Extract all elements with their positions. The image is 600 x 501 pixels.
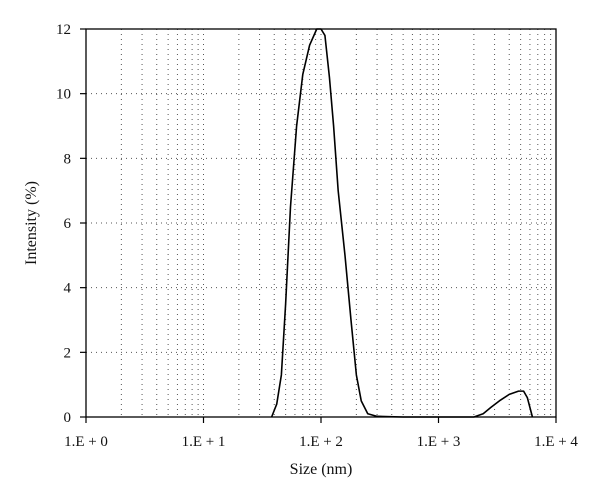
x-tick-label: 1.E + 4 bbox=[534, 434, 578, 450]
x-tick-label: 1.E + 0 bbox=[64, 434, 108, 450]
x-tick-label: 1.E + 1 bbox=[182, 434, 226, 450]
grid bbox=[86, 29, 556, 417]
y-tick-label: 0 bbox=[64, 410, 72, 426]
x-tick-label: 1.E + 3 bbox=[417, 434, 461, 450]
series-layer bbox=[270, 28, 534, 418]
x-axis-title: Size (nm) bbox=[290, 461, 353, 478]
y-tick-label: 6 bbox=[64, 216, 72, 232]
y-tick-label: 4 bbox=[64, 281, 72, 297]
y-axis-title: Intensity (%) bbox=[23, 181, 40, 265]
axis-ticks bbox=[80, 28, 557, 423]
y-tick-label: 2 bbox=[64, 345, 72, 361]
plot-frame bbox=[85, 28, 557, 418]
y-tick-label: 8 bbox=[64, 151, 72, 167]
tick-labels: 1.E + 0 1.E + 1 1.E + 2 1.E + 3 1.E + 4 0 2 4 6 8… bbox=[56, 22, 578, 450]
x-tick-label: 1.E + 2 bbox=[299, 434, 343, 450]
y-tick-label: 12 bbox=[56, 22, 71, 38]
series-line bbox=[270, 28, 534, 418]
y-tick-label: 10 bbox=[56, 87, 71, 103]
